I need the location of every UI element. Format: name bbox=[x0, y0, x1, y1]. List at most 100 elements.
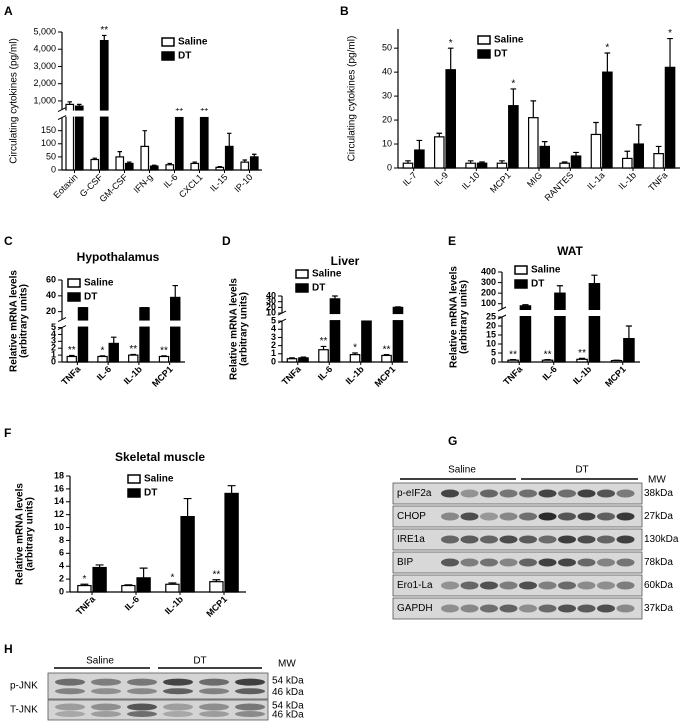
significance: ** bbox=[320, 336, 328, 347]
y-tick-label: 150 bbox=[41, 125, 56, 135]
blot-band bbox=[558, 581, 576, 590]
axis-break bbox=[57, 320, 186, 327]
blot-band bbox=[499, 581, 518, 590]
blot-band bbox=[538, 604, 557, 613]
legend-label: DT bbox=[531, 279, 544, 290]
bar bbox=[653, 153, 664, 169]
error-bar bbox=[124, 584, 133, 586]
error-bar bbox=[530, 100, 537, 118]
legend-swatch bbox=[295, 283, 309, 293]
x-tick-label: MCP1 bbox=[603, 364, 628, 389]
error-bar bbox=[624, 150, 631, 159]
error-bar bbox=[212, 579, 221, 582]
x-tick-label: IL-10 bbox=[460, 170, 482, 192]
legend-label: Saline bbox=[144, 474, 174, 485]
bar bbox=[170, 296, 181, 363]
blot-band bbox=[597, 512, 615, 521]
bar bbox=[286, 358, 298, 363]
axis-break bbox=[277, 314, 409, 321]
legend-label: Saline bbox=[312, 269, 342, 280]
x-tick-label: CXCL1 bbox=[177, 172, 205, 200]
error-bar bbox=[110, 336, 117, 344]
blot-band bbox=[441, 489, 459, 498]
blot-strip bbox=[392, 551, 643, 574]
row-label: T-JNK bbox=[10, 705, 38, 716]
bar bbox=[209, 581, 224, 593]
blot-band bbox=[616, 604, 635, 613]
break-mark bbox=[57, 107, 67, 121]
error-bar bbox=[509, 359, 517, 361]
blot-band bbox=[441, 604, 459, 613]
y-axis-label: (arbitrary units) bbox=[459, 280, 470, 354]
y-tick-label: 18 bbox=[54, 470, 64, 480]
y-tick-label: 16 bbox=[54, 483, 64, 493]
error-bar bbox=[556, 285, 564, 294]
blot-band bbox=[163, 711, 193, 717]
legend-label: DT bbox=[312, 283, 325, 294]
blot-band bbox=[127, 703, 157, 711]
group-label: DT bbox=[193, 656, 206, 667]
blot-band bbox=[538, 558, 557, 567]
blot-band bbox=[460, 558, 479, 567]
legend-label: DT bbox=[178, 51, 191, 62]
error-bar bbox=[544, 359, 551, 361]
significance: ** bbox=[68, 345, 76, 356]
bar bbox=[108, 342, 119, 363]
error-bar bbox=[561, 161, 568, 164]
error-bar bbox=[383, 354, 390, 356]
panel-letter: B bbox=[340, 4, 349, 18]
bar bbox=[633, 143, 644, 169]
blot-band bbox=[480, 489, 498, 498]
bar bbox=[541, 359, 554, 363]
blot-band bbox=[127, 688, 157, 695]
blot-band bbox=[597, 558, 615, 567]
y-tick-label: 3,000 bbox=[33, 61, 56, 71]
bar bbox=[128, 354, 139, 363]
break-mark bbox=[277, 310, 287, 324]
mw-label: 54 kDa bbox=[272, 701, 304, 712]
bar bbox=[77, 307, 89, 363]
blot-band bbox=[519, 558, 537, 567]
y-tick-label: 50 bbox=[382, 43, 392, 53]
blot-band bbox=[480, 535, 498, 544]
error-bar bbox=[578, 357, 586, 360]
error-bar bbox=[172, 284, 179, 298]
blot-band bbox=[616, 581, 635, 590]
significance: ** bbox=[213, 569, 221, 580]
y-tick-label: 1 bbox=[271, 348, 276, 358]
bar bbox=[361, 320, 372, 363]
panel-letter: H bbox=[4, 642, 13, 656]
y-tick-label: 10 bbox=[54, 522, 64, 532]
y-tick-label: 4 bbox=[271, 324, 276, 334]
blot-band bbox=[577, 512, 596, 521]
blot-band bbox=[199, 688, 229, 695]
error-bar bbox=[655, 145, 662, 154]
y-tick-label: 2,000 bbox=[33, 78, 56, 88]
error-bar bbox=[152, 164, 157, 167]
break-mark bbox=[57, 317, 67, 331]
y-tick-label: 5 bbox=[491, 347, 496, 357]
blot-band bbox=[499, 489, 518, 498]
blot-band bbox=[460, 512, 479, 521]
error-bar bbox=[522, 304, 529, 306]
significance: ** bbox=[100, 25, 108, 36]
bar bbox=[381, 354, 392, 363]
error-bar bbox=[127, 161, 132, 164]
legend-swatch bbox=[67, 278, 81, 288]
y-tick-label: 40 bbox=[46, 290, 56, 300]
blot-band bbox=[163, 703, 193, 711]
break-mark bbox=[497, 306, 507, 320]
blot-band bbox=[199, 678, 229, 686]
blot-band bbox=[91, 711, 121, 717]
significance: ** bbox=[509, 349, 517, 360]
group-label: Saline bbox=[86, 656, 114, 667]
x-tick-label: TNFa bbox=[59, 363, 83, 387]
blot-band bbox=[480, 604, 498, 613]
legend-swatch bbox=[161, 51, 175, 61]
y-tick-label: 20 bbox=[382, 114, 392, 124]
error-bar bbox=[102, 34, 107, 41]
error-bar bbox=[130, 353, 137, 356]
mw-label: 46 kDa bbox=[272, 710, 304, 721]
error-bar bbox=[510, 88, 517, 106]
